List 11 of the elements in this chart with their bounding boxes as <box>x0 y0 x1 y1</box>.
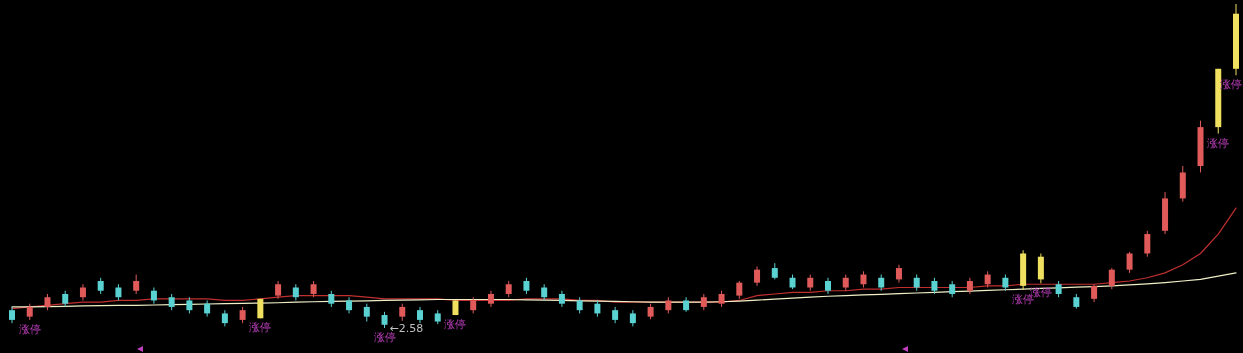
annotation: 涨停 <box>444 318 467 332</box>
candlestick <box>1108 267 1115 290</box>
candlestick <box>1037 252 1044 284</box>
candlestick <box>1144 230 1151 258</box>
candlestick <box>204 299 211 318</box>
candlestick <box>754 265 761 287</box>
candlestick <box>133 274 140 295</box>
candlestick <box>1126 251 1133 274</box>
annotation: 涨停 <box>1207 136 1230 150</box>
annotation: 涨停 <box>249 321 272 335</box>
annotation: 涨停 <box>18 322 41 336</box>
